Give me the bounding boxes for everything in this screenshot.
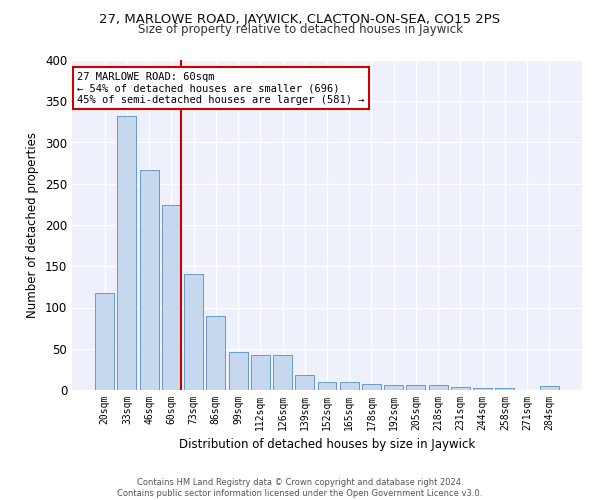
Bar xyxy=(340,382,359,390)
Bar xyxy=(95,294,114,390)
Bar xyxy=(162,205,181,390)
Bar xyxy=(429,385,448,390)
Bar xyxy=(295,375,314,390)
Text: Size of property relative to detached houses in Jaywick: Size of property relative to detached ho… xyxy=(137,22,463,36)
Bar xyxy=(251,356,270,390)
Text: 27, MARLOWE ROAD, JAYWICK, CLACTON-ON-SEA, CO15 2PS: 27, MARLOWE ROAD, JAYWICK, CLACTON-ON-SE… xyxy=(100,12,500,26)
Bar xyxy=(273,356,292,390)
Bar xyxy=(451,386,470,390)
Bar xyxy=(229,352,248,390)
Y-axis label: Number of detached properties: Number of detached properties xyxy=(26,132,40,318)
Text: 27 MARLOWE ROAD: 60sqm
← 54% of detached houses are smaller (696)
45% of semi-de: 27 MARLOWE ROAD: 60sqm ← 54% of detached… xyxy=(77,72,365,105)
Bar xyxy=(496,388,514,390)
Bar xyxy=(406,385,425,390)
Bar xyxy=(362,384,381,390)
Bar xyxy=(473,388,492,390)
Bar xyxy=(317,382,337,390)
Bar xyxy=(384,385,403,390)
Bar xyxy=(540,386,559,390)
Text: Contains HM Land Registry data © Crown copyright and database right 2024.
Contai: Contains HM Land Registry data © Crown c… xyxy=(118,478,482,498)
Bar xyxy=(118,116,136,390)
Bar xyxy=(206,316,225,390)
X-axis label: Distribution of detached houses by size in Jaywick: Distribution of detached houses by size … xyxy=(179,438,475,452)
Bar xyxy=(140,170,158,390)
Bar xyxy=(184,274,203,390)
